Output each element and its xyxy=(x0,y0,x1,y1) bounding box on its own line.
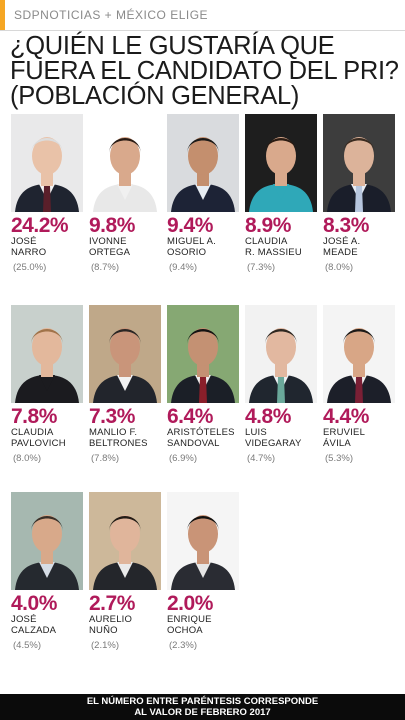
brand-label: SDPNOTICIAS + MÉXICO ELIGE xyxy=(14,8,209,22)
current-percentage-label: 8.9% xyxy=(245,214,291,237)
candidate-name: LUIS VIDEGARAY xyxy=(245,427,302,449)
candidate-photo xyxy=(89,492,161,590)
candidate-photo xyxy=(245,305,317,403)
candidate-name: JOSÉ CALZADA xyxy=(11,614,57,636)
candidate-name: MANLIO F. BELTRONES xyxy=(89,427,148,449)
previous-percentage-label: (5.3%) xyxy=(325,453,353,464)
candidate-name: CLAUDIA PAVLOVICH xyxy=(11,427,66,449)
current-percentage-label: 8.3% xyxy=(323,214,369,237)
candidate-photo xyxy=(167,114,239,212)
current-percentage-label: 2.7% xyxy=(89,592,135,615)
footer-note: EL NÚMERO ENTRE PARÉNTESIS CORRESPONDE A… xyxy=(86,696,319,718)
previous-percentage-label: (8.7%) xyxy=(91,262,119,273)
previous-percentage-label: (8.0%) xyxy=(325,262,353,273)
previous-percentage-label: (6.9%) xyxy=(169,453,197,464)
previous-percentage-label: (2.3%) xyxy=(169,640,197,651)
candidate-photo xyxy=(167,305,239,403)
candidate-name: AURELIO NUÑO xyxy=(89,614,133,636)
candidate-photo xyxy=(167,492,239,590)
previous-percentage-label: (25.0%) xyxy=(13,262,47,273)
candidate-name: MIGUEL A. OSORIO xyxy=(167,236,216,258)
candidate-photo xyxy=(89,305,161,403)
candidate-name: ENRIQUE OCHOA xyxy=(167,614,212,636)
candidate-photo xyxy=(11,114,83,212)
candidate-name: JOSÉ NARRO xyxy=(11,236,47,258)
current-percentage-label: 9.4% xyxy=(167,214,213,237)
current-percentage-label: 7.3% xyxy=(89,405,135,428)
previous-percentage-label: (7.8%) xyxy=(91,453,119,464)
candidate-name: JOSÉ A. MEADE xyxy=(323,236,361,258)
current-percentage-label: 4.8% xyxy=(245,405,291,428)
candidate-photo xyxy=(323,114,395,212)
previous-percentage-label: (4.5%) xyxy=(13,640,41,651)
current-percentage-label: 7.8% xyxy=(11,405,57,428)
current-percentage-label: 6.4% xyxy=(167,405,213,428)
current-percentage-label: 4.0% xyxy=(11,592,57,615)
candidate-name: IVONNE ORTEGA xyxy=(89,236,131,258)
previous-percentage-label: (7.3%) xyxy=(247,262,275,273)
chart-title: ¿QUIÉN LE GUSTARÍA QUE FUERA EL CANDIDAT… xyxy=(10,32,399,110)
previous-percentage-label: (4.7%) xyxy=(247,453,275,464)
header-accent-bar xyxy=(0,0,5,30)
candidate-photo xyxy=(323,305,395,403)
candidate-photo xyxy=(11,305,83,403)
current-percentage-label: 4.4% xyxy=(323,405,369,428)
current-percentage-label: 2.0% xyxy=(167,592,213,615)
current-percentage-label: 9.8% xyxy=(89,214,135,237)
header: SDPNOTICIAS + MÉXICO ELIGE xyxy=(0,0,405,31)
current-percentage-label: 24.2% xyxy=(11,214,69,237)
candidate-name: CLAUDIA R. MASSIEU xyxy=(245,236,302,258)
previous-percentage-label: (8.0%) xyxy=(13,453,41,464)
previous-percentage-label: (2.1%) xyxy=(91,640,119,651)
candidate-name: ARISTÓTELES SANDOVAL xyxy=(167,427,235,449)
previous-percentage-label: (9.4%) xyxy=(169,262,197,273)
candidate-photo xyxy=(11,492,83,590)
candidate-photo xyxy=(89,114,161,212)
candidate-photo xyxy=(245,114,317,212)
candidate-name: ERUVIEL ÁVILA xyxy=(323,427,366,449)
footer: EL NÚMERO ENTRE PARÉNTESIS CORRESPONDE A… xyxy=(0,694,405,720)
